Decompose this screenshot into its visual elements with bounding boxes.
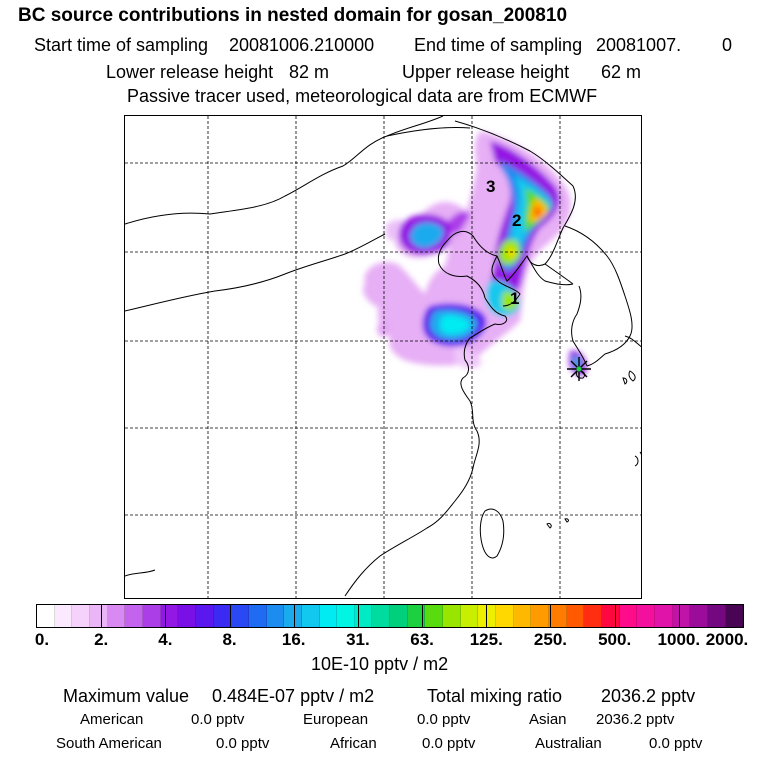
colorbar-division bbox=[550, 605, 552, 627]
colorbar-swatch bbox=[319, 605, 338, 627]
colorbar-swatch bbox=[602, 605, 620, 627]
colorbar-swatch bbox=[407, 605, 426, 627]
colorbar-swatch bbox=[266, 605, 285, 627]
colorbar-division bbox=[293, 605, 295, 627]
colorbar-tick-label: 16. bbox=[281, 630, 306, 649]
region-american-label: American bbox=[80, 711, 144, 728]
max-value-label: Maximum value bbox=[63, 686, 190, 706]
region-european-label: European bbox=[303, 711, 369, 728]
region-south-american-value: 0.0 pptv bbox=[216, 735, 270, 752]
colorbar-division bbox=[229, 605, 231, 627]
colorbar-tick-label: 1000. bbox=[657, 630, 701, 649]
colorbar-swatch bbox=[72, 605, 90, 627]
colorbar-tick-label: 250. bbox=[533, 630, 567, 649]
colorbar-unit: 10E-10 pptv / m2 bbox=[311, 654, 449, 674]
colorbar-swatch bbox=[231, 605, 249, 627]
tracer-note: Passive tracer used, meteorological data… bbox=[127, 86, 598, 106]
colorbar-tick-label: 4. bbox=[158, 630, 173, 649]
colorbar-tick-label: 2000. bbox=[705, 630, 749, 649]
colorbar-swatch bbox=[301, 605, 320, 627]
colorbar-swatch bbox=[160, 605, 179, 627]
region-south-american-label: South American bbox=[56, 735, 162, 752]
map-svg: 1 2 3 bbox=[125, 116, 641, 598]
colorbar-swatch bbox=[372, 605, 391, 627]
colorbar-swatch bbox=[54, 605, 73, 627]
max-value: 0.484E-07 pptv / m2 bbox=[212, 686, 375, 706]
region-african-label: African bbox=[330, 735, 377, 752]
colorbar-swatch bbox=[248, 605, 267, 627]
region-asian-label: Asian bbox=[529, 711, 567, 728]
region-european-value: 0.0 pptv bbox=[417, 711, 471, 728]
plot-title: BC source contributions in nested domain… bbox=[18, 5, 568, 26]
region-australian-value: 0.0 pptv bbox=[649, 735, 703, 752]
colorbar-swatch bbox=[107, 605, 126, 627]
colorbar-tick-label: 31. bbox=[346, 630, 370, 649]
colorbar-division bbox=[678, 605, 680, 627]
colorbar-tick-label: 8. bbox=[222, 630, 237, 649]
borders bbox=[125, 233, 574, 312]
colorbar-division bbox=[165, 605, 167, 627]
colorbar-swatch bbox=[337, 605, 355, 627]
colorbar-swatch bbox=[178, 605, 196, 627]
colorbar-swatch bbox=[125, 605, 143, 627]
colorbar-tick-label: 500. bbox=[598, 630, 632, 649]
colorbar-swatch bbox=[443, 605, 461, 627]
colorbar-swatch bbox=[425, 605, 444, 627]
colorbar-swatch bbox=[496, 605, 514, 627]
colorbar-swatch bbox=[619, 605, 638, 627]
region-american-value: 0.0 pptv bbox=[191, 711, 245, 728]
colorbar-division bbox=[357, 605, 359, 627]
colorbar-swatch bbox=[460, 605, 479, 627]
colorbar-division bbox=[486, 605, 488, 627]
point-label-1: 1 bbox=[510, 289, 519, 308]
colorbar-tick-label: 63. bbox=[410, 630, 434, 649]
region-african-value: 0.0 pptv bbox=[422, 735, 476, 752]
end-time-extra: 0 bbox=[722, 35, 733, 55]
colorbar-tick-label: 0. bbox=[34, 630, 50, 649]
colorbar-tick-label: 125. bbox=[469, 630, 503, 649]
colorbar-swatch bbox=[284, 605, 302, 627]
point-label-2: 2 bbox=[512, 211, 521, 230]
total-mixing-label: Total mixing ratio bbox=[427, 686, 563, 706]
colorbar-swatch bbox=[37, 605, 55, 627]
colorbar-swatch bbox=[725, 605, 744, 627]
end-time-value: 20081007. bbox=[596, 35, 682, 55]
lower-release-label: Lower release height bbox=[106, 62, 274, 82]
colorbar-division bbox=[101, 605, 103, 627]
colorbar-swatch bbox=[513, 605, 532, 627]
colorbar-tick-label: 2. bbox=[94, 630, 109, 649]
graticule bbox=[125, 116, 641, 598]
end-time-label: End time of sampling bbox=[414, 35, 583, 55]
point-label-3: 3 bbox=[486, 177, 495, 196]
lower-release-value: 82 m bbox=[289, 62, 330, 82]
colorbar-swatch bbox=[390, 605, 408, 627]
start-time-label: Start time of sampling bbox=[34, 35, 209, 55]
colorbar-swatch bbox=[354, 605, 373, 627]
region-asian-value: 2036.2 pptv bbox=[596, 711, 675, 728]
colorbar-swatch bbox=[707, 605, 726, 627]
colorbar-swatch bbox=[584, 605, 602, 627]
upper-release-value: 62 m bbox=[601, 62, 642, 82]
region-australian-label: Australian bbox=[535, 735, 602, 752]
upper-release-label: Upper release height bbox=[402, 62, 570, 82]
start-time-value: 20081006.210000 bbox=[229, 35, 375, 55]
colorbar-swatch bbox=[531, 605, 550, 627]
colorbar-swatch bbox=[549, 605, 567, 627]
colorbar-swatch bbox=[672, 605, 691, 627]
colorbar-swatch bbox=[213, 605, 232, 627]
colorbar-division bbox=[422, 605, 424, 627]
colorbar bbox=[36, 604, 744, 628]
colorbar-swatch bbox=[89, 605, 108, 627]
colorbar-swatch bbox=[690, 605, 708, 627]
coastlines bbox=[125, 116, 641, 597]
asterisk-receptor-icon bbox=[567, 357, 591, 381]
total-mixing-value: 2036.2 pptv bbox=[601, 686, 696, 706]
colorbar-division bbox=[614, 605, 616, 627]
colorbar-swatch bbox=[637, 605, 655, 627]
map-panel: 1 2 3 bbox=[124, 115, 642, 599]
colorbar-swatch bbox=[195, 605, 214, 627]
colorbar-swatch bbox=[566, 605, 585, 627]
colorbar-swatch bbox=[654, 605, 673, 627]
colorbar-swatch bbox=[142, 605, 161, 627]
